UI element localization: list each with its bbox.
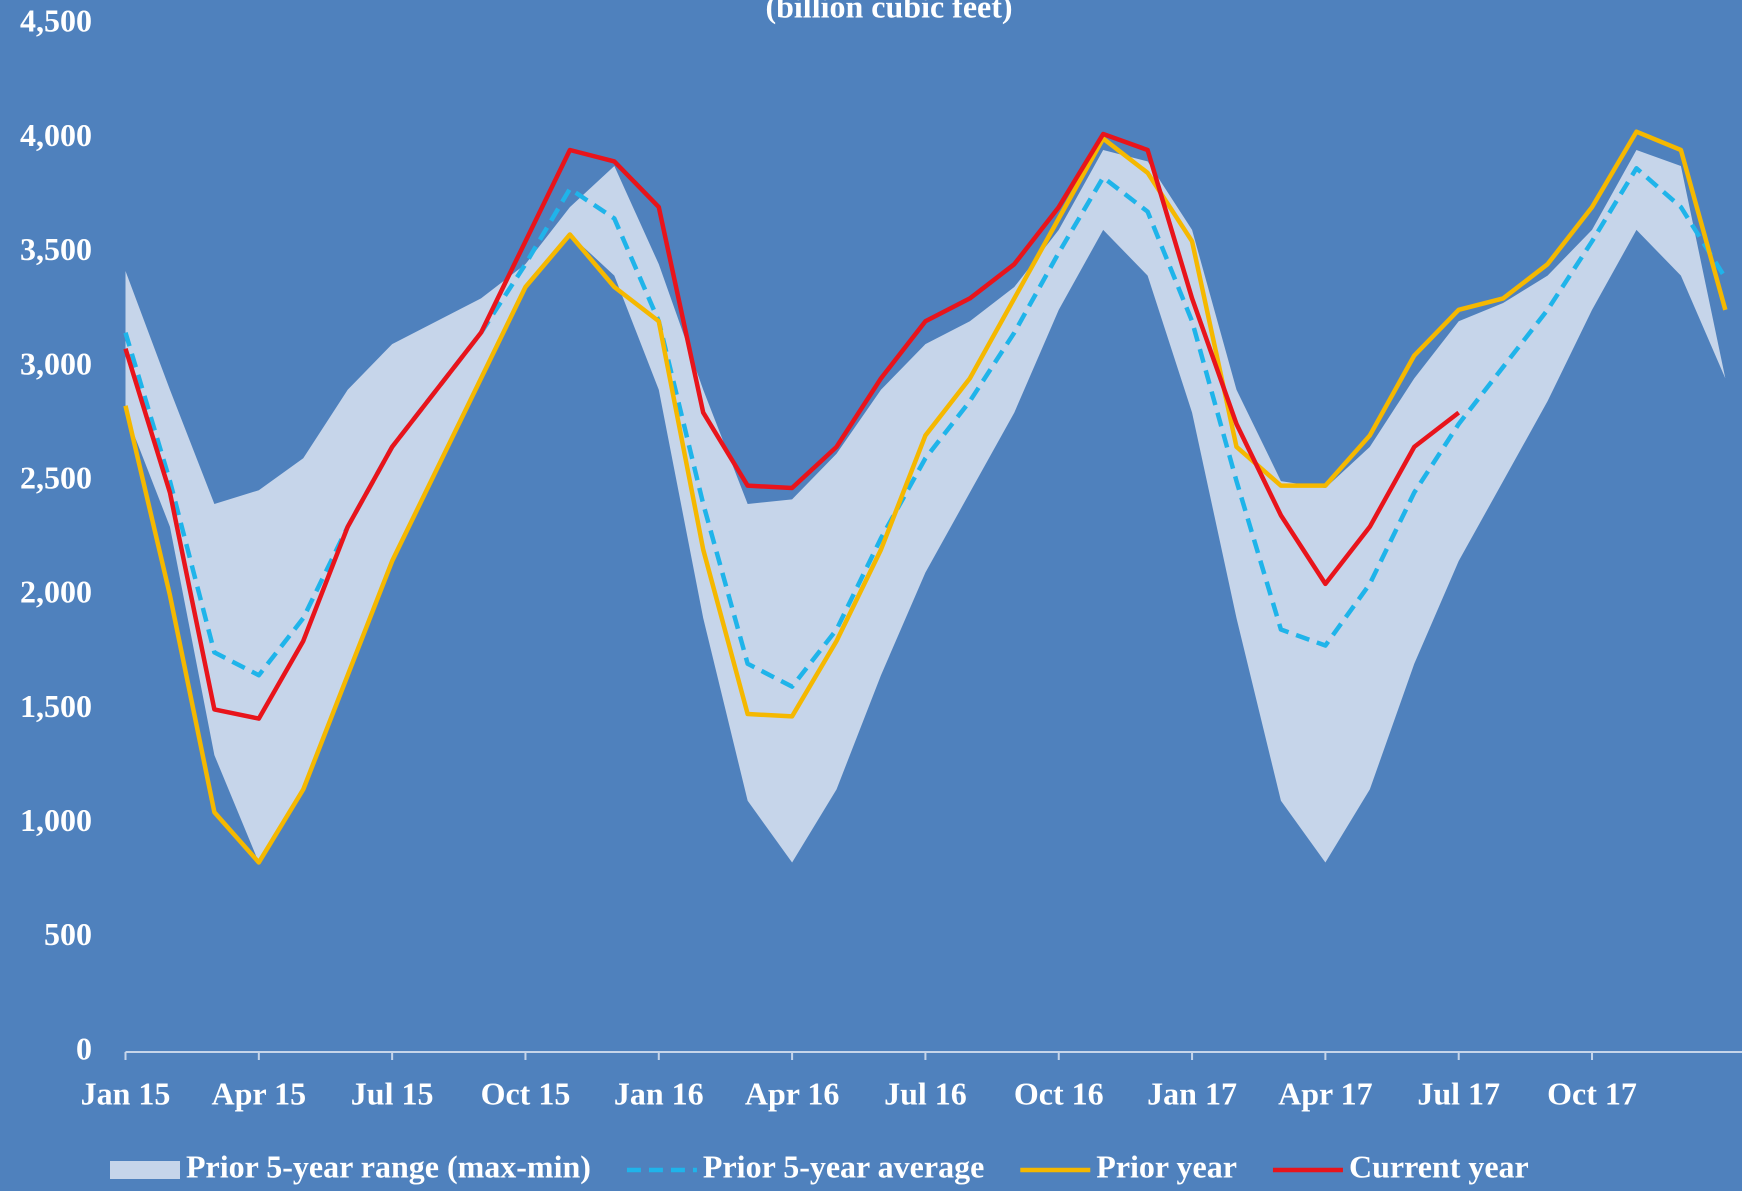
y-tick-label: 0: [76, 1030, 92, 1066]
series-line: [123, 131, 1461, 721]
legend-label: Prior 5-year average: [703, 1148, 984, 1184]
y-tick-label: 4,500: [20, 3, 92, 39]
series-line: [123, 129, 1728, 865]
x-tick-label: Oct 17: [1547, 1075, 1637, 1111]
y-tick-label: 3,000: [20, 345, 92, 381]
legend-label: Current year: [1349, 1148, 1529, 1184]
y-tick-label: 2,500: [20, 459, 92, 495]
x-tick-label: Jan 16: [614, 1075, 704, 1111]
y-tick-label: 1,500: [20, 688, 92, 724]
legend-label: Prior 5-year range (max-min): [186, 1148, 591, 1184]
y-tick-label: 2,000: [20, 574, 92, 610]
x-tick-label: Jul 15: [351, 1075, 434, 1111]
x-tick-label: Jan 17: [1147, 1075, 1237, 1111]
x-tick-label: Oct 15: [481, 1075, 571, 1111]
legend-swatch: [110, 1161, 180, 1179]
y-tick-label: 500: [44, 916, 92, 952]
range-area: [125, 149, 1726, 863]
x-tick-label: Oct 16: [1014, 1075, 1104, 1111]
x-tick-label: Jul 16: [884, 1075, 967, 1111]
legend-label: Prior year: [1096, 1148, 1237, 1184]
x-tick-label: Jan 15: [81, 1075, 171, 1111]
y-tick-label: 3,500: [20, 231, 92, 267]
x-tick-label: Jul 17: [1417, 1075, 1500, 1111]
chart-subtitle: (billion cubic feet): [765, 0, 1012, 24]
x-tick-label: Apr 15: [212, 1075, 307, 1111]
x-tick-label: Apr 16: [745, 1075, 840, 1111]
y-tick-label: 1,000: [20, 802, 92, 838]
x-tick-label: Apr 17: [1278, 1075, 1373, 1111]
y-tick-label: 4,000: [20, 117, 92, 153]
